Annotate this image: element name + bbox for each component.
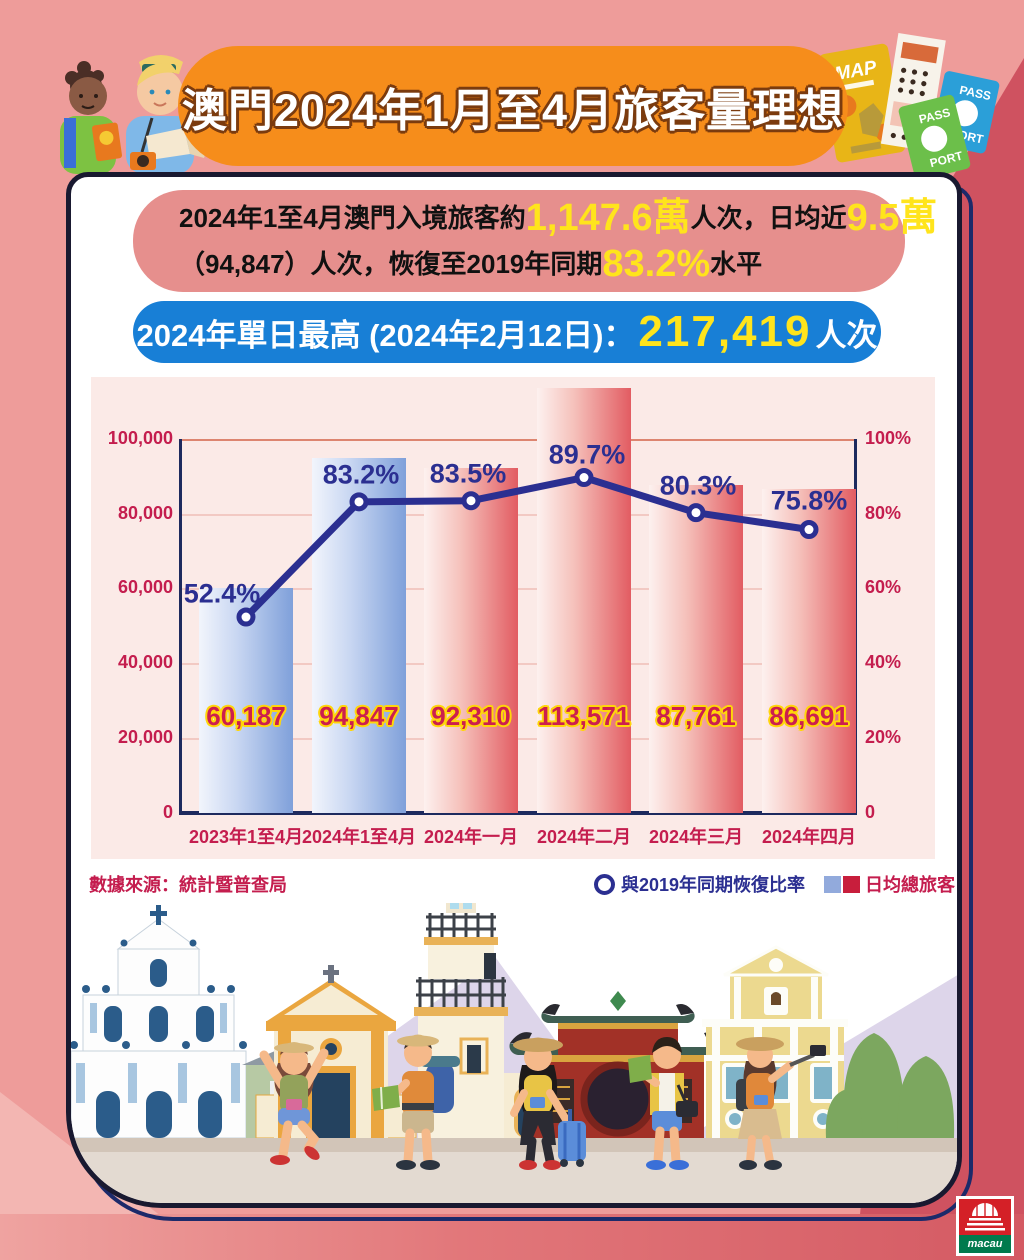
- peak-day-value: 217,419: [638, 307, 812, 356]
- line-marker: [461, 491, 481, 511]
- y-axis-tick-left: 100,000: [107, 428, 173, 448]
- gridline: [182, 588, 854, 590]
- line-marker: [686, 503, 706, 523]
- x-axis-category: 2024年三月: [648, 827, 744, 847]
- y-axis-tick-right: 100%: [865, 428, 912, 448]
- legend-line-label: 與2019年同期恢復比率: [621, 875, 806, 895]
- y-axis-tick-left: 20,000: [117, 727, 173, 747]
- tourist-map-man: [628, 1037, 698, 1170]
- x-axis: [179, 811, 857, 815]
- line-marker: [574, 468, 594, 488]
- y-axis-tick-right: 80%: [865, 503, 902, 523]
- summary-line-2: （94,847）人次，恢復至2019年同期83.2%水平: [179, 241, 905, 287]
- background-bottom-band: [0, 1214, 1024, 1260]
- line-marker-icon: [594, 873, 615, 895]
- chart-panel: 100,000 80,000 60,000 40,000 20,000 0 100% 80% 6…: [91, 377, 935, 859]
- summary-text: 人次，日均近: [690, 203, 847, 233]
- x-axis-category: 2024年1至4月: [301, 827, 417, 847]
- y-axis-tick-right: 20%: [865, 727, 902, 747]
- tourist-suitcase-woman: [510, 1037, 586, 1170]
- y-axis-tick-left: 0: [162, 802, 173, 822]
- recovery-rate-label: 83.5%: [429, 458, 507, 489]
- summary-text: 水平: [710, 249, 763, 279]
- y-axis-tick-right: 40%: [865, 652, 902, 672]
- blue-square-icon: [824, 875, 841, 893]
- bar-value-label: 113,571: [537, 701, 631, 731]
- data-source: 數據來源：統計暨普查局: [89, 875, 287, 895]
- summary-highlight-total: 1,147.6萬: [525, 197, 691, 239]
- peak-day-label: 2024年單日最高 (2024年2月12日)：: [136, 317, 635, 353]
- peak-day-banner: 2024年單日最高 (2024年2月12日)： 217,419 人次: [133, 301, 881, 363]
- line-marker: [236, 607, 256, 627]
- passport-pass-label: PASS: [958, 83, 992, 103]
- summary-text: （94,847）人次，恢復至2019年同期: [179, 249, 603, 279]
- x-axis-category: 2024年二月: [536, 827, 632, 847]
- recovery-rate-label: 83.2%: [322, 459, 400, 490]
- summary-box: 2024年1至4月澳門入境旅客約1,147.6萬人次，日均近9.5萬 （94,8…: [133, 190, 937, 292]
- y-axis-tick-left: 40,000: [117, 652, 173, 672]
- summary-line-1: 2024年1至4月澳門入境旅客約1,147.6萬人次，日均近9.5萬: [179, 195, 937, 241]
- tourist-jumping-woman: [259, 1042, 329, 1165]
- y-axis-tick-left: 60,000: [117, 577, 173, 597]
- passport-green: PASS PORT: [898, 94, 971, 181]
- x-axis-category: 2024年一月: [423, 827, 519, 847]
- bar-2024年二月: [537, 388, 631, 813]
- summary-highlight-daily: 9.5萬: [846, 197, 938, 239]
- y-axis-tick-left: 80,000: [117, 503, 173, 523]
- recovery-rate-line: [236, 468, 819, 627]
- legend-line-series: 與2019年同期恢復比率: [594, 871, 805, 897]
- line-marker: [349, 492, 369, 512]
- gridline: [182, 663, 854, 665]
- recovery-rate-label: 75.8%: [770, 485, 848, 515]
- main-card: 2024年1至4月澳門入境旅客約1,147.6萬人次，日均近9.5萬 （94,8…: [66, 172, 962, 1208]
- bar-2024年一月: [424, 468, 518, 813]
- bar-value-label: 92,310: [431, 701, 511, 731]
- bar-2024年1至4月: [312, 458, 406, 813]
- title-banner: 澳門2024年1月至4月旅客量理想: [178, 46, 848, 166]
- logo-wordmark: macau: [959, 1235, 1011, 1253]
- x-axis-category: 2023年1至4月: [188, 827, 304, 847]
- macau-cityscape-illustration: [71, 903, 957, 1203]
- line-marker: [799, 520, 819, 540]
- legend-bar-label: 日均總旅客: [865, 875, 955, 895]
- ground-edge: [71, 1138, 957, 1152]
- logo-ruins-icon: [959, 1199, 1011, 1235]
- st-pauls-ruins: [71, 905, 247, 1139]
- summary-highlight-recovery: 83.2%: [602, 243, 711, 285]
- red-square-icon: [843, 875, 860, 893]
- bar-value-label: 94,847: [319, 701, 399, 731]
- y-axis-tick-right: 60%: [865, 577, 902, 597]
- macau-tourism-logo: macau: [956, 1196, 1014, 1256]
- tourist-backpacker-man: [372, 1034, 460, 1170]
- summary-text: 2024年1至4月澳門入境旅客約: [179, 203, 526, 233]
- bar-value-label: 60,187: [206, 701, 286, 731]
- bar-2024年三月: [649, 485, 743, 813]
- logo-text: macau: [967, 1237, 1003, 1250]
- peak-day-unit: 人次: [815, 317, 878, 353]
- bushes: [825, 1033, 955, 1138]
- x-axis-category: 2024年四月: [761, 827, 857, 847]
- bar-value-label: 87,761: [656, 701, 736, 731]
- bar-value-label: 86,691: [769, 701, 849, 731]
- tourist-selfie-woman: [736, 1037, 826, 1170]
- line-path: [243, 474, 810, 620]
- page-title: 澳門2024年1月至4月旅客量理想: [181, 84, 845, 136]
- gridline: [182, 514, 854, 516]
- y-axis-left: [179, 439, 182, 813]
- ground: [71, 1152, 957, 1203]
- bar-2024年四月: [762, 489, 856, 813]
- recovery-rate-label: 89.7%: [548, 439, 626, 470]
- gridline: [182, 439, 854, 441]
- recovery-rate-label: 52.4%: [183, 578, 261, 609]
- y-axis-tick-right: 0: [865, 802, 876, 822]
- recovery-rate-label: 80.3%: [659, 470, 737, 501]
- legend-bar-series: 日均總旅客: [824, 871, 955, 897]
- gridline: [182, 738, 854, 740]
